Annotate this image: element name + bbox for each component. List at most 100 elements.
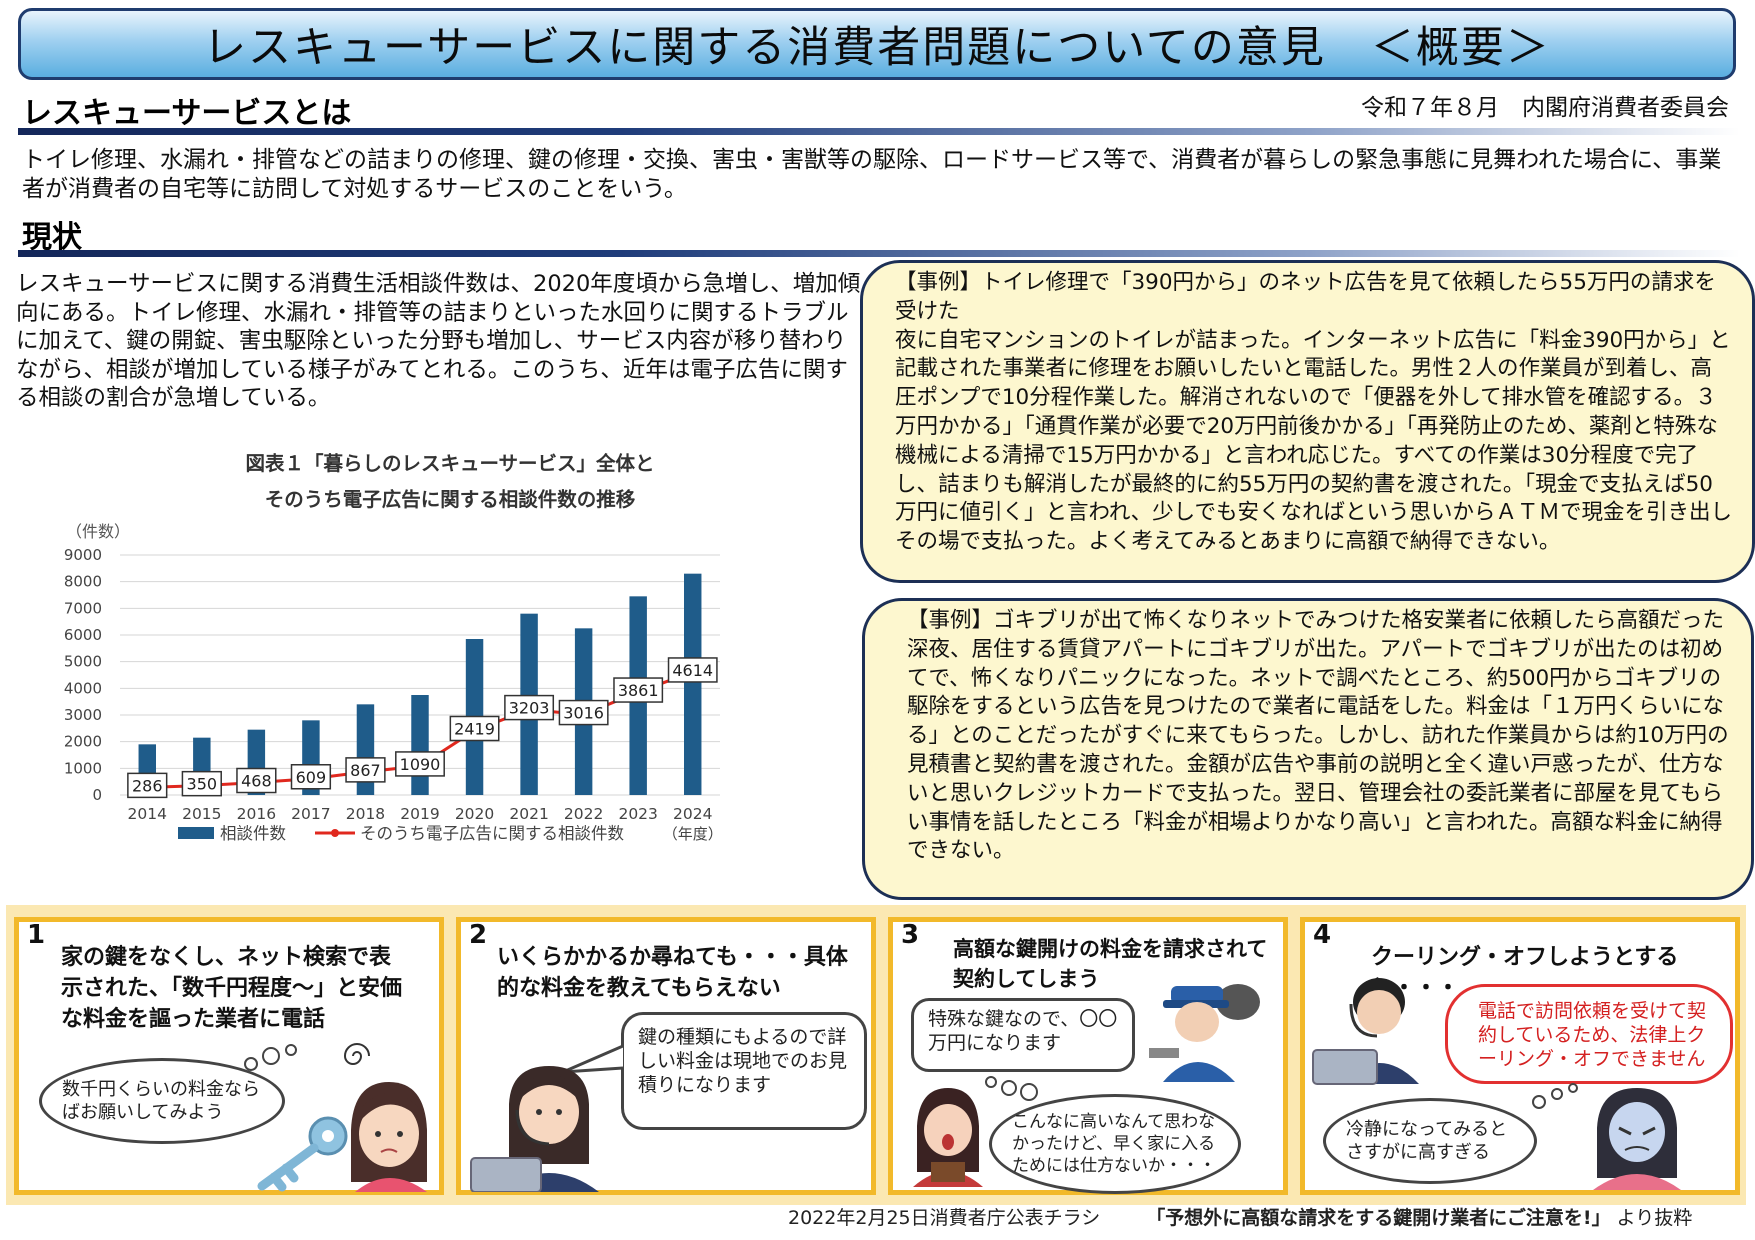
data-label: 3016: [563, 704, 604, 723]
panel-heading: 高額な鍵開けの料金を請求されて契約してしまう: [953, 937, 1268, 991]
thought-dots: [1532, 1083, 1578, 1109]
x-tick-label: 2023: [618, 805, 657, 823]
y-tick-label: 5000: [64, 653, 102, 671]
data-label-box: [236, 767, 277, 794]
data-label-box: [127, 772, 168, 799]
status-text: レスキューサービスに関する消費生活相談件数は、2020年度頃から急増し、増加傾向…: [16, 271, 861, 411]
status-heading: 現状: [22, 220, 82, 255]
thought-text: こんなに高いなんて思わなかったけど、早く家に入るためには仕方ないか・・・: [1012, 1112, 1216, 1176]
speech-text: 鍵の種類にもよるので詳しい料金は現地でのお見積りになります: [638, 1026, 848, 1096]
x-tick-label: 2018: [346, 805, 385, 823]
panel-heading: クーリング・オフしようとすると・・・: [1371, 945, 1679, 1001]
case-title: 【事例】ゴキブリが出て怖くなりネットでみつけた格安業者に依頼したら高額だった: [907, 608, 1725, 633]
bar-total-consultations: [684, 573, 702, 795]
distressed-woman-illustration: [1593, 1088, 1681, 1190]
y-tick-label: 6000: [64, 626, 102, 644]
legend-label: 相談件数: [220, 824, 287, 843]
speech-bubble: 特殊な鍵なので、〇〇万円になります: [911, 998, 1135, 1072]
definition-heading: レスキューサービスとは: [22, 96, 352, 131]
data-label-box: [613, 677, 664, 703]
chart-caption-line1: 図表１「暮らしのレスキューサービス」全体と: [245, 452, 655, 475]
data-label-box: [395, 751, 445, 777]
data-label: 867: [350, 761, 381, 780]
data-label-box: [181, 770, 222, 797]
thought-text: 冷静になってみるとさすがに高すぎる: [1346, 1119, 1508, 1163]
data-label: 609: [296, 768, 327, 787]
panel-4: 4 クーリング・オフしようとすると・・・ 電話で訪問依頼を受けて契約しているため…: [1300, 917, 1740, 1195]
legend-swatch-point: [331, 829, 339, 837]
source-footer: 2022年2月25日消費者庁公表チラシ 「予想外に高額な請求をする鍵開け業者にご…: [788, 1203, 1692, 1230]
y-tick-label: 7000: [64, 599, 102, 617]
y-tick-label: 8000: [64, 573, 102, 591]
footer-quote: 「予想外に高額な請求をする鍵開け業者にご注意を!」: [1146, 1207, 1611, 1229]
panel-2: 2 いくらかかるか尋ねても・・・具体的な料金を教えてもらえない 鍵の種類にもよる…: [456, 917, 876, 1195]
case-study-toilet: 【事例】トイレ修理で「390円から」のネット広告を見て依頼したら55万円の請求を…: [860, 260, 1755, 583]
panel-number: 3: [901, 920, 920, 950]
footer-tail: より抜粋: [1616, 1207, 1693, 1229]
operator-illustration: [470, 1066, 599, 1192]
data-label-box: [667, 657, 718, 683]
y-tick-label: 0: [92, 786, 102, 804]
case-body: 深夜、居住する賃貸アパートにゴキブリが出た。アパートでゴキブリが出たのは初めてで…: [907, 636, 1729, 864]
data-label: 3861: [618, 681, 659, 700]
speech-text: 電話で訪問依頼を受けて契約しているため、法律上クーリング・オフできません: [1478, 1000, 1707, 1070]
data-label: 4614: [672, 661, 713, 680]
y-axis-label: （件数）: [66, 522, 130, 541]
data-label: 2419: [454, 719, 495, 738]
title-banner: レスキューサービスに関する消費者問題についての意見 ＜概要＞: [18, 8, 1736, 80]
data-label: 3203: [509, 699, 550, 718]
illustration-strip: 1 家の鍵をなくし、ネット検索で表示された、「数千円程度～」と安価な料金を謳った…: [6, 905, 1746, 1205]
speech-bubble: 鍵の種類にもよるので詳しい料金は現地でのお見積りになります: [621, 1012, 867, 1130]
locksmith-illustration: [1149, 984, 1260, 1082]
footer-source: 2022年2月25日消費者庁公表チラシ: [788, 1207, 1101, 1229]
panel-1: 1 家の鍵をなくし、ネット検索で表示された、「数千円程度～」と安価な料金を謳った…: [14, 917, 444, 1195]
legend-label: そのうち電子広告に関する相談件数: [360, 824, 625, 843]
issuer-line: 令和７年８月 内閣府消費者委員会: [1361, 95, 1729, 121]
x-tick-label: 2022: [564, 805, 603, 823]
case-study-cockroach: 【事例】ゴキブリが出て怖くなりネットでみつけた格安業者に依頼したら高額だった 深…: [862, 598, 1754, 900]
data-label: 350: [187, 775, 218, 794]
data-label-box: [558, 699, 609, 726]
speech-text: 特殊な鍵なので、〇〇万円になります: [928, 1008, 1118, 1054]
data-label-box: [345, 757, 386, 783]
thought-dots: [244, 1044, 297, 1071]
key-icon: [257, 1116, 348, 1192]
data-label-box: [290, 764, 332, 790]
consultation-chart: （件数） 0 1000 2000 3000 4000 5000 6000 7000 8000 900…: [60, 505, 820, 885]
panel-heading: いくらかかるか尋ねても・・・具体的な料金を教えてもらえない: [497, 945, 848, 1001]
x-tick-label: 2016: [237, 805, 276, 823]
legend-swatch-bar: [178, 827, 214, 839]
definition-text: トイレ修理、水漏れ・排管などの詰まりの修理、鍵の修理・交換、害虫・害獣等の駆除、…: [22, 147, 1722, 202]
x-axis-label: （年度）: [663, 825, 723, 843]
x-tick-label: 2020: [455, 805, 494, 823]
thought-bubble: こんなに高いなんて思わなかったけど、早く家に入るためには仕方ないか・・・: [989, 1094, 1241, 1194]
x-tick-label: 2021: [509, 805, 548, 823]
worried-woman-illustration: [351, 1082, 427, 1192]
y-tick-label: 9000: [64, 546, 102, 564]
section-divider: [18, 128, 1740, 135]
bar-total-consultations: [411, 695, 429, 795]
panel-3: 3 高額な鍵開けの料金を請求されて契約してしまう 特殊な鍵なので、〇〇万円になり…: [888, 917, 1288, 1195]
data-label-box: [504, 694, 555, 721]
operator-illustration: [1312, 978, 1419, 1085]
chart-svg: （件数） 0 1000 2000 3000 4000 5000 6000 7000 8000 900…: [64, 522, 723, 843]
thought-dots: [985, 1076, 1038, 1101]
panel-heading: 家の鍵をなくし、ネット検索で表示された、「数千円程度～」と安価な料金を謳った業者…: [61, 945, 403, 1032]
y-tick-label: 2000: [64, 733, 102, 751]
panel-number: 4: [1313, 920, 1332, 950]
page-title: レスキューサービスに関する消費者問題についての意見 ＜概要＞: [203, 23, 1551, 73]
panel-number: 2: [469, 920, 488, 950]
x-tick-label: 2017: [291, 805, 330, 823]
data-label-box: [449, 715, 500, 742]
data-label: 468: [241, 772, 272, 791]
case-title: 【事例】トイレ修理で「390円から」のネット広告を見て依頼したら55万円の請求を…: [895, 270, 1716, 324]
y-tick-label: 4000: [64, 679, 102, 697]
shocked-woman-illustration: [913, 1088, 983, 1187]
x-tick-label: 2024: [673, 805, 712, 823]
thought-text: 数千円くらいの料金ならばお願いしてみよう: [62, 1079, 260, 1123]
spiral-icon: [343, 1043, 370, 1065]
case-body: 夜に自宅マンションのトイレが詰まった。インターネット広告に「料金390円から」と…: [895, 327, 1732, 555]
chart-caption: 図表１「暮らしのレスキューサービス」全体と そのうち電子広告に関する相談件数の推…: [200, 446, 700, 518]
thought-bubble: 冷静になってみるとさすがに高すぎる: [1323, 1098, 1537, 1184]
x-tick-label: 2014: [128, 805, 167, 823]
